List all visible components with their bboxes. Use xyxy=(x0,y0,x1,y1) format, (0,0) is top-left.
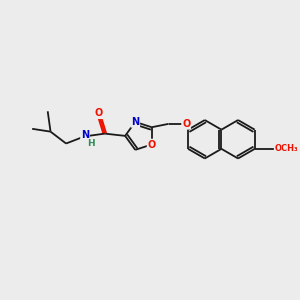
Text: OCH₃: OCH₃ xyxy=(274,144,298,153)
Text: O: O xyxy=(148,140,156,149)
Text: N: N xyxy=(81,130,89,140)
Text: O: O xyxy=(94,108,103,118)
Text: O: O xyxy=(182,119,190,129)
Text: H: H xyxy=(87,139,94,148)
Text: N: N xyxy=(131,117,139,127)
